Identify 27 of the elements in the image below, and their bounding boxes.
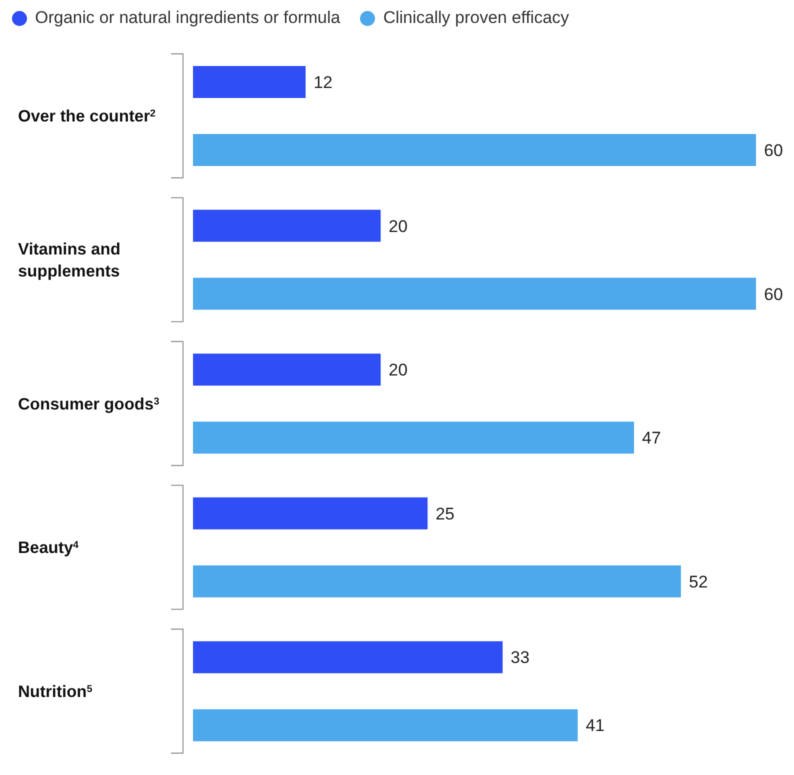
bar <box>193 210 381 242</box>
data-label: 33 <box>510 648 530 668</box>
bar <box>193 354 381 386</box>
bar <box>193 422 634 454</box>
y-tick-label: Over the counter$^{2}$ <box>18 108 156 126</box>
y-tick-label: Consumer goods$^{3}$ <box>18 395 160 414</box>
data-label: 47 <box>642 428 661 448</box>
y-tick-label: Nutrition$^{5}$ <box>18 682 93 701</box>
data-label: 60 <box>764 141 783 160</box>
y-tick-label: Vitamins and supplements <box>18 240 120 280</box>
data-label: 25 <box>436 504 455 524</box>
data-label: 20 <box>388 216 408 236</box>
data-label: 12 <box>314 73 333 92</box>
legend-label: Clinically proven efficacy <box>383 8 570 28</box>
bar <box>193 709 578 742</box>
y-tick-label: Beauty$^{4}$ <box>18 539 80 558</box>
bar <box>193 134 756 166</box>
bar <box>193 641 503 674</box>
data-label: 41 <box>586 716 605 736</box>
bar <box>193 497 428 530</box>
bar <box>193 66 306 98</box>
legend-label: Organic or natural ingredients or formula <box>35 8 340 28</box>
bar <box>193 565 681 598</box>
data-label: 60 <box>764 284 783 304</box>
data-label: 52 <box>688 572 708 592</box>
data-label: 20 <box>388 360 408 380</box>
bar <box>193 278 756 310</box>
